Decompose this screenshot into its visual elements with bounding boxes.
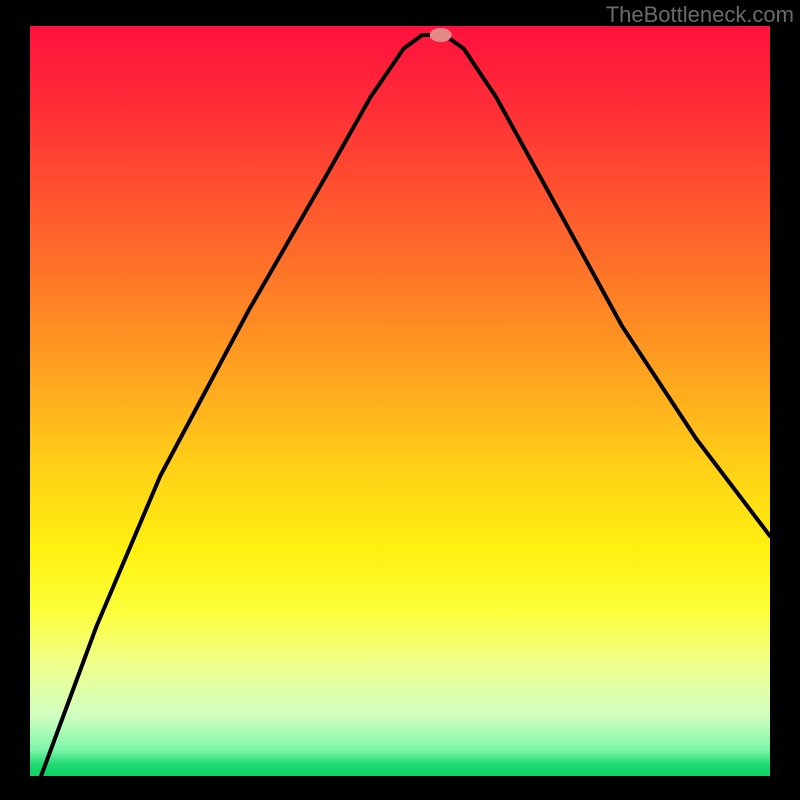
bottleneck-plot (30, 26, 770, 776)
dip-marker (430, 28, 452, 42)
watermark-label: TheBottleneck.com (606, 2, 794, 28)
